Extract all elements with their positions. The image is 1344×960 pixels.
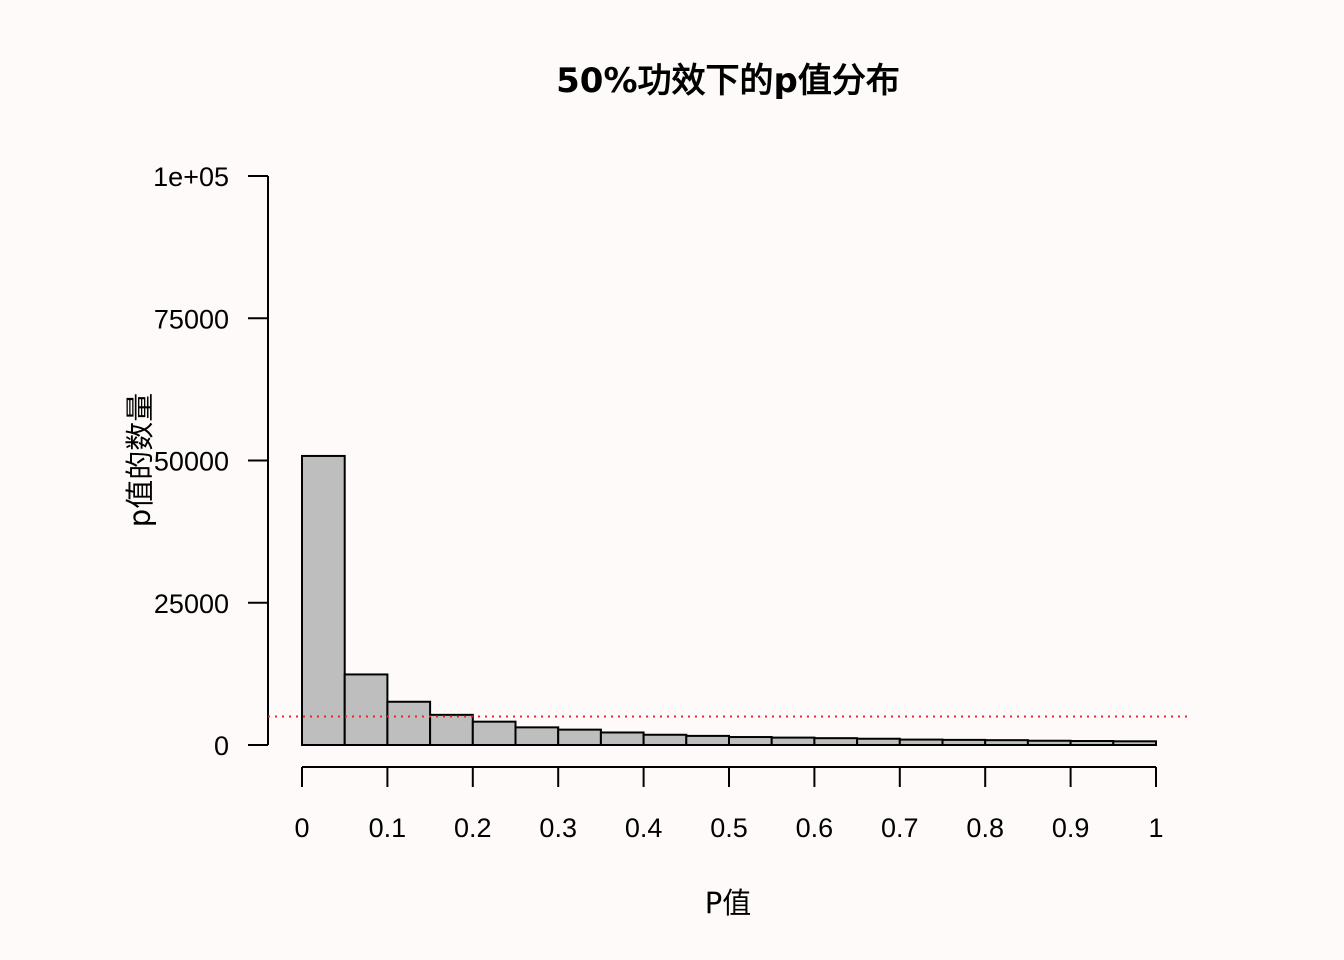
x-tick-label: 0.5 bbox=[710, 813, 748, 843]
histogram-bar bbox=[471, 720, 517, 747]
histogram-bar bbox=[1069, 740, 1115, 747]
x-tick-label: 0.7 bbox=[881, 813, 919, 843]
y-tick-label: 75000 bbox=[154, 304, 229, 334]
x-tick-label: 0.8 bbox=[966, 813, 1004, 843]
histogram-bar bbox=[813, 737, 859, 746]
histogram-bar bbox=[856, 737, 901, 747]
x-tick-label: 1 bbox=[1148, 813, 1163, 843]
x-tick-label: 0.2 bbox=[454, 813, 492, 843]
histogram-bar bbox=[642, 733, 688, 746]
histogram-bar bbox=[770, 736, 816, 747]
x-axis-ticks: 0 0.1 0.2 0.3 0.4 0.5 0.6 0.7 0.8 0.9 1 bbox=[294, 767, 1164, 843]
y-tick-label: 25000 bbox=[154, 589, 229, 619]
histogram-bar bbox=[514, 726, 560, 747]
x-tick-label: 0.9 bbox=[1052, 813, 1090, 843]
y-axis-label: p值的数量 bbox=[123, 393, 157, 527]
x-axis: 0 0.1 0.2 0.3 0.4 0.5 0.6 0.7 0.8 0.9 1 bbox=[294, 766, 1164, 843]
histogram-bar bbox=[557, 728, 602, 747]
histogram-bar bbox=[599, 731, 645, 746]
histogram-bar bbox=[386, 700, 432, 746]
y-tick-label: 0 bbox=[214, 731, 229, 761]
x-tick-label: 0.4 bbox=[625, 813, 663, 843]
histogram-bar bbox=[301, 454, 346, 746]
y-axis: 0 25000 50000 75000 1e+05 bbox=[153, 162, 269, 761]
histogram-bar bbox=[941, 738, 987, 747]
histogram-bar bbox=[984, 739, 1029, 747]
histogram-bar bbox=[728, 736, 773, 746]
histogram-bar bbox=[343, 673, 389, 746]
x-tick-label: 0.6 bbox=[796, 813, 834, 843]
histogram-bar bbox=[429, 713, 474, 747]
x-axis-label: P值 bbox=[705, 886, 752, 920]
y-axis-ticks: 0 25000 50000 75000 1e+05 bbox=[153, 162, 268, 761]
histogram-bars bbox=[301, 454, 1158, 747]
x-tick-label: 0.1 bbox=[369, 813, 407, 843]
chart-title: 50%功效下的p值分布 bbox=[556, 61, 900, 101]
histogram-bar bbox=[1112, 740, 1158, 747]
histogram-bar bbox=[1026, 739, 1072, 746]
y-tick-label: 1e+05 bbox=[153, 162, 229, 192]
x-tick-label: 0.3 bbox=[539, 813, 577, 843]
histogram-bar bbox=[898, 738, 944, 746]
x-tick-label: 0 bbox=[294, 813, 309, 843]
y-tick-label: 50000 bbox=[154, 447, 229, 477]
histogram-bar bbox=[685, 734, 730, 746]
